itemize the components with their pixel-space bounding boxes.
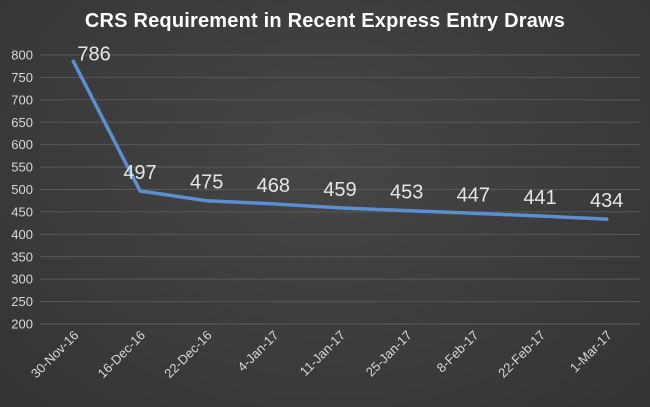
y-tick-label: 700 xyxy=(11,92,33,107)
y-tick-label: 300 xyxy=(11,272,33,287)
data-point xyxy=(71,59,76,64)
data-label: 459 xyxy=(323,179,356,201)
x-tick-label: 1-Mar-17 xyxy=(567,328,615,376)
y-tick-label: 200 xyxy=(11,317,33,332)
y-axis: 200 250 300 350 400 450 500 550 600 650 700 750 800 xyxy=(11,48,33,332)
chart-title: CRS Requirement in Recent Express Entry … xyxy=(84,10,566,32)
y-tick-label: 750 xyxy=(11,70,33,85)
data-label: 786 xyxy=(77,43,110,65)
data-label: 497 xyxy=(123,162,156,184)
gridlines xyxy=(40,54,640,325)
y-tick-label: 650 xyxy=(11,115,33,130)
y-tick-label: 550 xyxy=(11,160,33,175)
data-point xyxy=(604,217,609,221)
data-label: 475 xyxy=(190,172,223,194)
data-label: 434 xyxy=(590,190,623,212)
data-labels: 786 497 475 468 459 453 447 441 434 xyxy=(77,43,623,212)
y-tick-label: 450 xyxy=(11,204,33,219)
x-tick-label: 22-Dec-16 xyxy=(161,328,215,382)
y-tick-label: 600 xyxy=(11,137,33,152)
x-tick-label: 30-Nov-16 xyxy=(28,328,82,382)
data-point xyxy=(404,208,409,213)
x-tick-label: 25-Jan-17 xyxy=(363,328,415,380)
data-point xyxy=(271,202,276,206)
data-label: 441 xyxy=(523,187,556,209)
y-tick-label: 400 xyxy=(11,227,33,242)
x-tick-label: 8-Feb-17 xyxy=(434,328,482,376)
x-tick-label: 4-Jan-17 xyxy=(235,328,282,375)
data-point xyxy=(471,211,476,216)
y-tick-label: 250 xyxy=(11,294,33,309)
data-label: 468 xyxy=(257,175,290,197)
data-label: 453 xyxy=(390,182,423,204)
data-point xyxy=(204,198,209,203)
y-tick-label: 800 xyxy=(11,48,33,63)
x-tick-label: 16-Dec-16 xyxy=(95,328,149,382)
x-axis: 30-Nov-16 16-Dec-16 22-Dec-16 4-Jan-17 11-Ja… xyxy=(28,328,615,382)
x-tick-label: 11-Jan-17 xyxy=(297,328,348,379)
data-point xyxy=(538,214,542,218)
y-tick-label: 350 xyxy=(11,249,33,264)
points-layer xyxy=(71,59,609,221)
x-tick-label: 22-Feb-17 xyxy=(495,328,548,381)
data-point xyxy=(338,206,342,210)
data-point xyxy=(138,189,142,193)
data-label: 447 xyxy=(457,184,490,206)
y-tick-label: 500 xyxy=(11,182,33,197)
